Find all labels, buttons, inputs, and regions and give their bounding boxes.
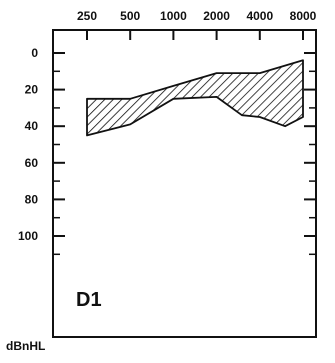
hearing-range-region	[86, 59, 304, 137]
x-tick-label: 4000	[246, 9, 273, 23]
x-tick-label: 2000	[203, 9, 230, 23]
panel-label: D1	[76, 289, 102, 311]
y-axis: 0 20 40 60 80 100	[18, 46, 316, 256]
y-tick-label: 40	[25, 119, 39, 133]
hatched-area	[86, 59, 304, 137]
x-tick-label: 250	[77, 9, 97, 23]
y-axis-unit-label: dBnHL	[6, 339, 46, 353]
plot-frame	[52, 29, 317, 338]
x-tick-label: 8000	[290, 9, 317, 23]
y-tick-label: 0	[31, 46, 38, 60]
x-axis: 250 500 1000 2000 4000 8000	[77, 9, 317, 40]
x-tick-label: 1000	[160, 9, 187, 23]
x-tick-label: 500	[120, 9, 140, 23]
y-tick-label: 20	[25, 83, 39, 97]
y-tick-label: 100	[18, 229, 38, 243]
y-tick-label: 80	[25, 192, 39, 206]
y-tick-label: 60	[25, 156, 39, 170]
